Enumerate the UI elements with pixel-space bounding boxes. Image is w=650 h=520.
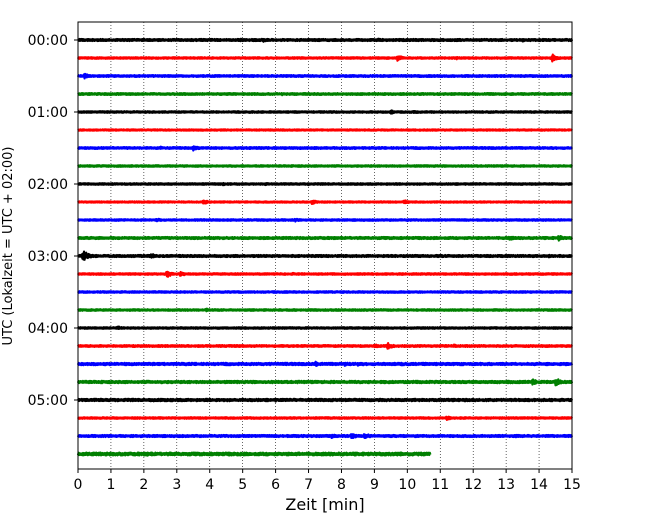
trace-00:30 [76,72,574,80]
trace-04:15 [76,341,574,350]
trace-05:00 [76,397,574,403]
trace-01:30 [76,145,574,152]
plot-frame [77,21,573,470]
x-tick-label: 6 [271,477,280,493]
grid [110,22,540,469]
y-tick-label: 05:00 [28,393,68,409]
y-tick-label: 01:00 [28,105,68,121]
y-tick-label: 00:00 [28,33,68,49]
y-tick-label: 04:00 [28,321,68,337]
x-tick-label: 10 [398,477,416,493]
trace-01:45 [77,164,574,168]
x-tick-label: 14 [530,477,548,493]
traces [76,37,574,457]
x-tick-label: 9 [370,477,379,493]
x-tick-label: 3 [172,477,181,493]
trace-05:15 [77,415,574,421]
y-tick-label: 02:00 [28,177,68,193]
y-axis: 00:00 01:00 02:00 03:00 04:00 05:00 [28,33,78,409]
trace-02:15 [77,199,573,206]
trace-05:45 [76,451,432,457]
trace-01:15 [77,128,573,132]
trace-05:30 [76,433,574,440]
x-tick-label: 7 [304,477,313,493]
trace-03:30 [77,290,573,294]
x-tick-label: 13 [497,477,515,493]
trace-02:30 [76,217,573,223]
trace-00:45 [77,91,573,97]
x-tick-label: 0 [74,477,83,493]
trace-03:15 [77,270,573,278]
x-axis-label: Zeit [min] [285,495,364,514]
x-tick-label: 8 [337,477,346,493]
trace-01:00 [76,109,573,115]
trace-02:00 [77,181,574,187]
x-tick-label: 15 [563,477,581,493]
trace-03:45 [77,307,573,313]
x-axis: 0 1 2 3 4 5 6 7 8 9 10 11 12 13 14 15 [74,469,581,493]
x-tick-label: 2 [139,477,148,493]
trace-03:00 [76,250,574,261]
trace-04:30 [76,360,574,367]
x-tick-label: 4 [205,477,214,493]
y-axis-label: UTC (Lokalzeit = UTC + 02:00) [1,147,16,346]
x-tick-label: 5 [238,477,247,493]
trace-04:45 [76,378,574,387]
x-tick-label: 12 [464,477,482,493]
trace-04:00 [77,325,574,330]
x-tick-label: 1 [106,477,115,493]
x-tick-label: 11 [431,477,449,493]
y-tick-label: 03:00 [28,249,68,265]
trace-00:00 [76,37,574,43]
trace-00:15 [76,53,573,63]
trace-02:45 [76,235,574,242]
